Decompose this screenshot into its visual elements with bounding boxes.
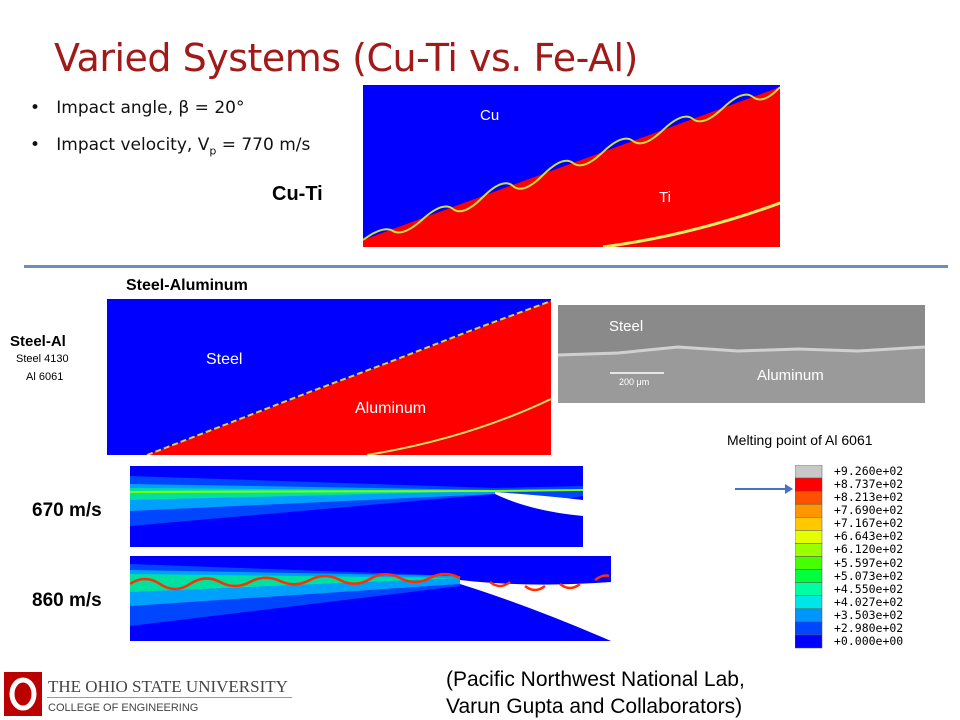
title: Varied Systems (Cu-Ti vs. Fe-Al): [54, 36, 638, 80]
subscript: p: [209, 144, 217, 158]
legend-labels: +9.260e+02 +8.737e+02 +8.213e+02 +7.690e+02…: [834, 464, 904, 649]
legend-patch: [795, 582, 823, 596]
legend-bar: [735, 484, 793, 494]
legend-patch: [795, 503, 823, 518]
legend-label: +2.980e+02: [834, 620, 904, 635]
legend-label: +3.503e+02: [834, 607, 904, 622]
legend-patch: [795, 556, 823, 570]
ti-label: Ti: [659, 189, 671, 206]
steel-grade: Steel 4130: [16, 353, 69, 365]
micro-steel-label: Steel: [609, 318, 644, 335]
temperature-field-670: [130, 466, 583, 547]
legend-patch: [795, 543, 823, 557]
college-name: COLLEGE OF ENGINEERING: [48, 702, 199, 714]
scale-bar-label: 200 μm: [619, 377, 650, 387]
steel-label: Steel: [206, 351, 243, 368]
velocity-label: 860 m/s: [32, 590, 102, 611]
bullet-text: Impact angle, β = 20°: [56, 98, 245, 118]
legend-patch: [795, 465, 823, 479]
legend-patch: [795, 530, 823, 544]
legend-patch: [795, 595, 823, 610]
citation-line: Varun Gupta and Collaborators): [446, 695, 743, 718]
citation-line: (Pacific Northwest National Lab,: [446, 668, 745, 691]
micrograph: [558, 305, 925, 403]
bullet: • Impact velocity, Vp = 770 m/s: [30, 135, 311, 158]
legend-patch: [795, 490, 823, 505]
legend-label: +8.213e+02: [834, 490, 904, 505]
legend-patch: [795, 621, 823, 636]
footer-rule: [47, 697, 292, 698]
osu-logo: [4, 672, 42, 716]
legend-patch: [795, 517, 823, 531]
legend-title: Melting point of Al 6061: [727, 432, 873, 448]
university-name: THE OHIO STATE UNIVERSITY: [48, 677, 288, 696]
legend-patch: [795, 569, 823, 583]
legend-label: +9.260e+02: [834, 464, 904, 478]
bullet: • Impact angle, β = 20°: [30, 98, 245, 118]
bullet-text: Impact velocity, V: [56, 135, 210, 155]
legend-label: +7.167e+02: [834, 516, 904, 531]
steel-al-simulation: [107, 299, 551, 455]
legend-label: +6.643e+02: [834, 529, 904, 544]
cu-ti-simulation: [363, 85, 780, 247]
legend-label: +6.120e+02: [834, 542, 904, 557]
bullet-text: = 770 m/s: [216, 135, 311, 155]
legend-label: +7.690e+02: [834, 503, 904, 518]
micro-aluminum-label: Aluminum: [757, 367, 824, 384]
velocity-label: 670 m/s: [32, 500, 102, 521]
legend-label: +4.027e+02: [834, 594, 904, 609]
legend-label: +4.550e+02: [834, 581, 904, 596]
legend-color-scale: [795, 465, 823, 649]
steel-al-heading: Steel-Aluminum: [126, 277, 248, 294]
cu-label: Cu: [480, 107, 500, 124]
legend-label: +5.073e+02: [834, 568, 904, 583]
cu-ti-label: Cu-Ti: [272, 183, 323, 205]
al-grade: Al 6061: [26, 371, 64, 383]
divider: [24, 265, 948, 268]
legend-label: +0.000e+00: [834, 634, 904, 649]
steel-al-label: Steel-Al: [10, 333, 66, 350]
legend-patch: [795, 634, 823, 649]
legend-patch: [795, 608, 823, 623]
legend-label: +8.737e+02: [834, 477, 904, 492]
legend-label: +5.597e+02: [834, 555, 904, 570]
aluminum-label: Aluminum: [355, 400, 427, 417]
temperature-field-860: [130, 556, 611, 641]
legend-patch: [795, 477, 823, 492]
